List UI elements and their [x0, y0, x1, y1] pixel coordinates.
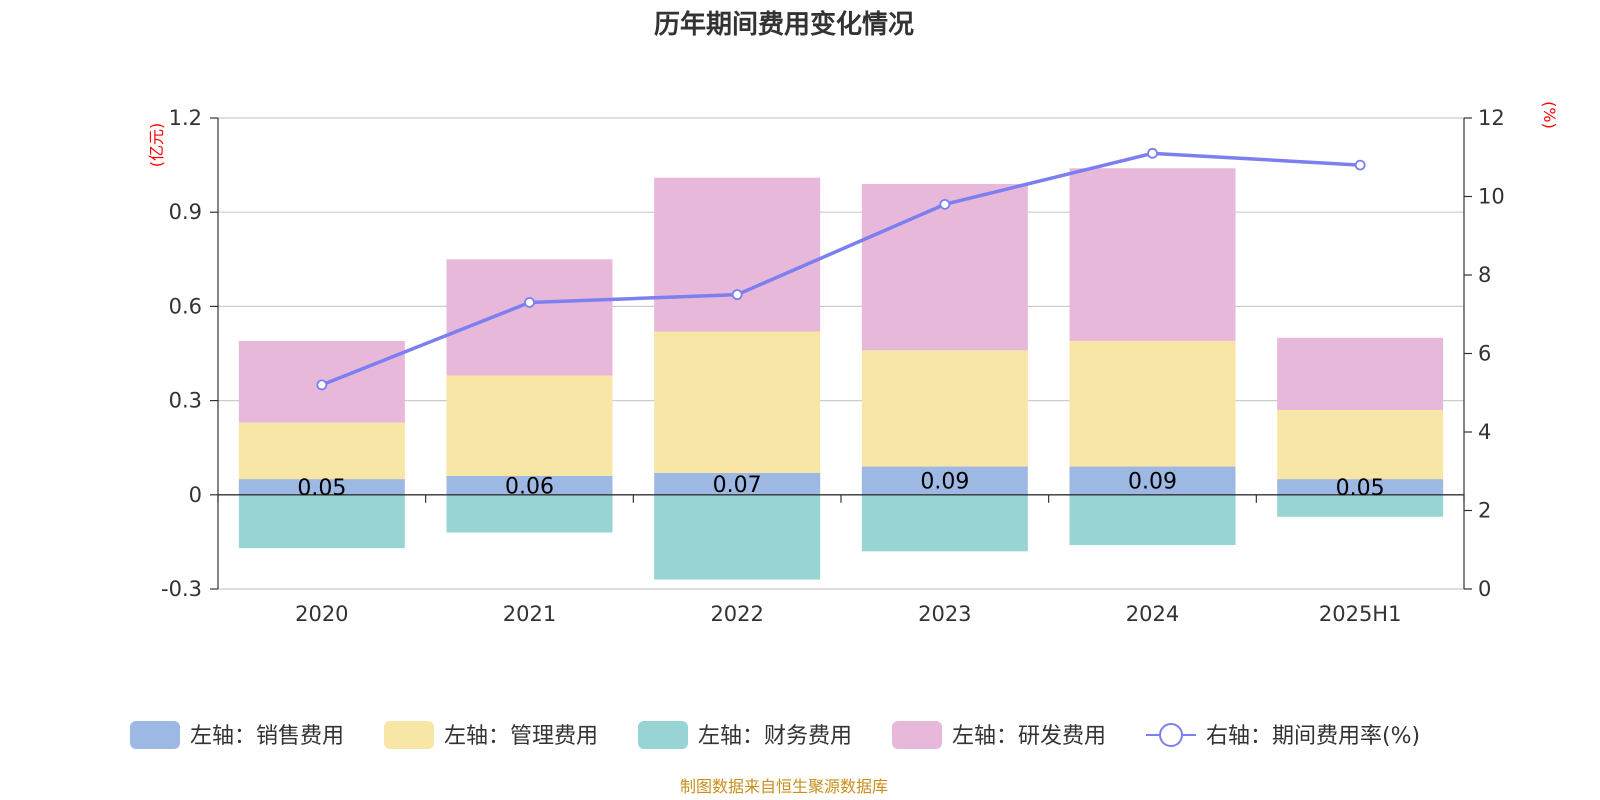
line-point	[939, 198, 951, 210]
x-tick-label: 2023	[918, 602, 971, 626]
bar-segment	[446, 259, 613, 376]
bar-segment	[1277, 494, 1444, 517]
line-point	[1354, 159, 1366, 171]
right-tick-label: 0	[1478, 577, 1491, 601]
right-axis-unit: (%)	[1540, 101, 1559, 129]
bar-segment	[1069, 494, 1236, 546]
bar-segment	[654, 472, 821, 495]
left-tick-label: 1.2	[169, 106, 202, 130]
bar-segment	[861, 350, 1028, 467]
bar-segment	[654, 494, 821, 580]
bar-segment	[446, 375, 613, 476]
legend-swatch	[892, 721, 942, 749]
bar-segment	[1069, 340, 1236, 467]
left-tick-label: 0.6	[169, 294, 202, 318]
left-tick-label: 0.9	[169, 200, 202, 224]
bar-segment	[861, 183, 1028, 351]
grid-lines	[218, 117, 1464, 590]
left-tick-label: 0.3	[169, 389, 202, 413]
left-tick-label: -0.3	[161, 577, 202, 601]
legend: 左轴：销售费用 左轴：管理费用 左轴：财务费用 左轴：研发费用 右轴：期间费用率(%)	[130, 721, 1420, 749]
bar-segment	[1069, 168, 1236, 341]
line-point	[1147, 147, 1158, 159]
bar-segment	[1277, 410, 1444, 480]
bar-segment	[446, 494, 613, 533]
right-tick-label: 2	[1478, 499, 1491, 523]
x-tick-label: 2021	[503, 602, 556, 626]
chart-title: 历年期间费用变化情况	[654, 9, 914, 40]
rate-line	[321, 151, 1361, 387]
bar-segment	[1069, 466, 1236, 495]
x-tick-label: 2022	[710, 602, 763, 626]
legend-swatch	[384, 721, 434, 749]
bar-segment	[446, 475, 613, 495]
x-tick-label: 2024	[1126, 602, 1179, 626]
bar-segment	[1277, 479, 1444, 495]
data-label-layer: 0.05 0.06 0.07 0.09 0.09 0.05	[297, 470, 1384, 501]
data-label: 0.09	[920, 470, 969, 495]
bar-segment	[654, 177, 821, 332]
data-label: 0.05	[297, 476, 346, 501]
line-point	[731, 289, 743, 301]
bar-segment	[861, 466, 1028, 495]
legend-swatch	[130, 721, 180, 749]
bar-segment	[238, 494, 405, 549]
bar-segment	[238, 422, 405, 480]
legend-label: 右轴：期间费用率(%)	[1206, 724, 1420, 749]
data-label: 0.09	[1128, 470, 1177, 495]
legend-label: 左轴：研发费用	[952, 724, 1106, 749]
legend-swatch	[638, 721, 688, 749]
legend-label: 左轴：销售费用	[190, 724, 344, 749]
bar-segment	[1277, 337, 1444, 411]
bar-segment	[861, 494, 1028, 552]
left-tick-label: 0	[189, 483, 202, 507]
right-tick-label: 4	[1478, 420, 1491, 444]
data-label: 0.05	[1336, 476, 1385, 501]
line-layer	[316, 147, 1366, 391]
bar-layer	[238, 168, 1444, 580]
x-tick-label: 2020	[295, 602, 348, 626]
line-point	[316, 379, 328, 391]
source-note: 制图数据来自恒生聚源数据库	[680, 777, 888, 796]
left-axis-unit: (亿元)	[147, 123, 166, 168]
legend-label: 左轴：财务费用	[698, 724, 852, 749]
right-tick-label: 8	[1478, 263, 1491, 287]
x-tick-label: 2025H1	[1319, 602, 1402, 626]
right-tick-label: 10	[1478, 185, 1505, 209]
right-tick-label: 12	[1478, 106, 1505, 130]
bar-segment	[654, 331, 821, 473]
data-label: 0.06	[505, 474, 554, 499]
bar-segment	[238, 479, 405, 495]
data-label: 0.07	[713, 473, 762, 498]
legend-marker	[1159, 723, 1183, 747]
right-tick-label: 6	[1478, 342, 1491, 366]
line-point	[524, 297, 535, 308]
legend-label: 左轴：管理费用	[444, 724, 598, 749]
